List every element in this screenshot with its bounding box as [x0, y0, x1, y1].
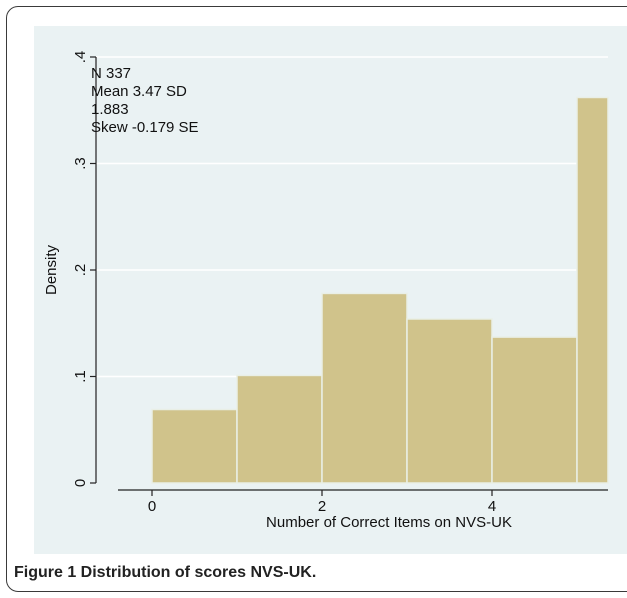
- histogram-bar-4: [491, 336, 578, 484]
- histogram-bar-2: [321, 292, 408, 484]
- figure-caption: Figure 1 Distribution of scores NVS-UK.: [14, 564, 316, 582]
- x-tick-label-0: 0: [148, 498, 156, 515]
- x-tick-label-1: 2: [318, 498, 326, 515]
- summary-stats: N 337 Mean 3.47 SD 1.883 Skew -0.179 SE: [91, 65, 199, 137]
- y-tick-label-4: .4: [72, 51, 89, 64]
- x-tick-label-2: 4: [488, 498, 496, 515]
- stat-sd: 1.883: [91, 101, 129, 118]
- y-tick-label-0: 0: [72, 479, 89, 487]
- histogram-bar-1: [236, 374, 323, 484]
- x-axis-label: Number of Correct Items on NVS-UK: [266, 514, 512, 531]
- histogram-bar-3: [406, 318, 493, 484]
- stat-n: N 337: [91, 65, 132, 82]
- stat-mean: Mean 3.47 SD: [91, 83, 187, 100]
- caption-text: Distribution of scores NVS-UK.: [76, 564, 317, 581]
- y-tick-label-1: .1: [72, 370, 89, 383]
- histogram-bar-0: [151, 408, 238, 484]
- histogram-bar-5: [576, 96, 609, 484]
- y-tick-label-3: .3: [72, 157, 89, 170]
- y-axis-label: Density: [43, 244, 60, 295]
- caption-label: Figure 1: [14, 564, 77, 581]
- y-tick-label-2: .2: [72, 264, 89, 277]
- stat-skew: Skew -0.179 SE: [91, 119, 199, 136]
